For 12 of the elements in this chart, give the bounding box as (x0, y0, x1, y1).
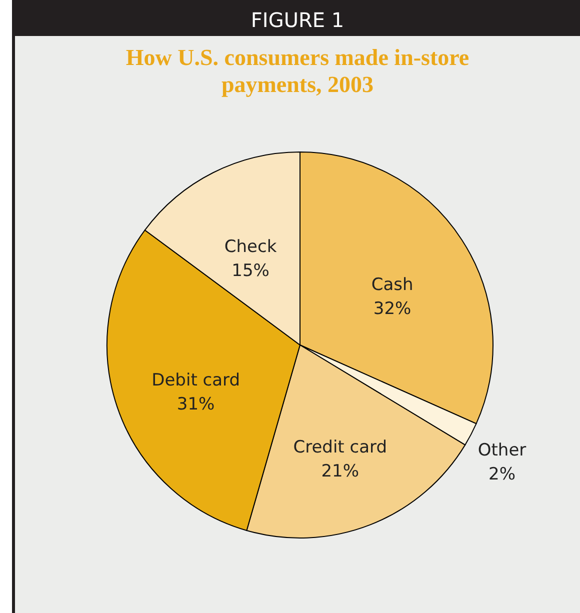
slice-label: Debit card (152, 370, 240, 390)
slice-label: Cash (371, 275, 414, 296)
data-label: 31% (176, 394, 215, 414)
slice-label: Credit card (293, 437, 387, 458)
caption: FIGURE 1 (15, 0, 580, 36)
slice-label: Other (478, 440, 526, 461)
data-label: 15% (232, 260, 270, 281)
data-label: 32% (373, 299, 412, 320)
data-label: 2% (488, 464, 516, 485)
chart-title: How U.S. consumers made in-store payments, 2003 (124, 44, 470, 98)
slice-label: Check (224, 236, 277, 257)
data-label: 21% (321, 461, 360, 482)
